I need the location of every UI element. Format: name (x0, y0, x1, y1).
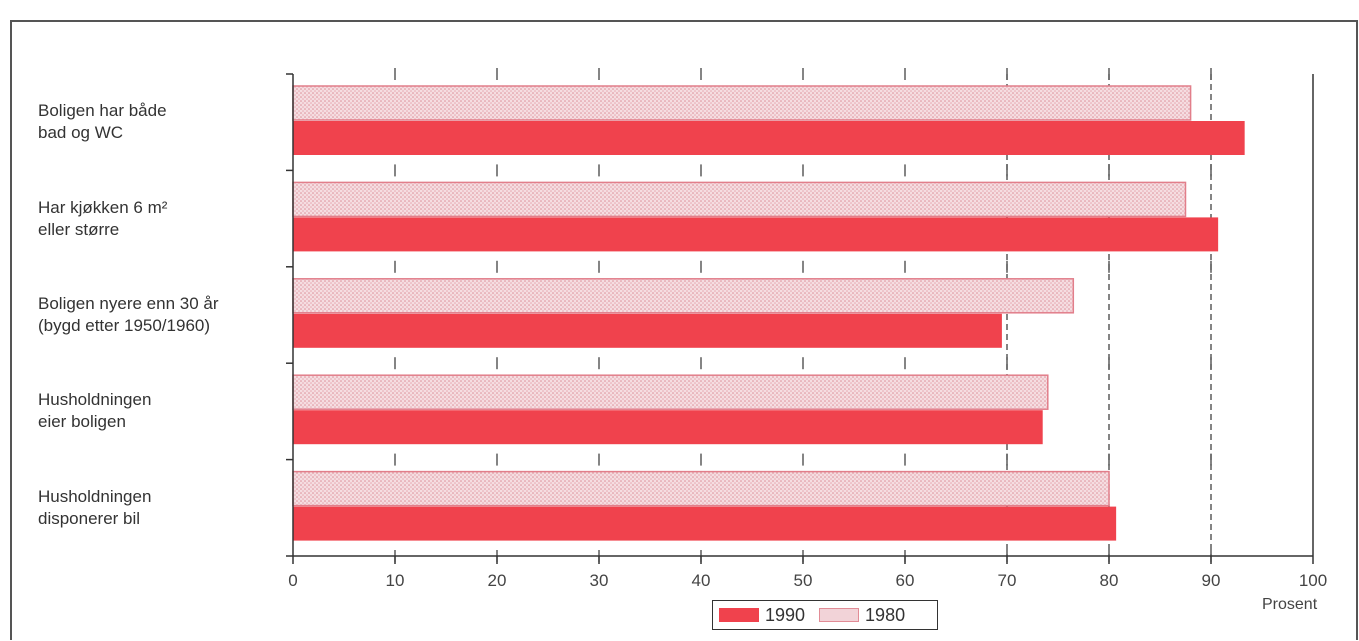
x-tick-label: 40 (692, 571, 711, 590)
x-tick-label: 100 (1299, 571, 1327, 590)
bar-1990 (293, 507, 1116, 541)
x-tick-label: 30 (590, 571, 609, 590)
legend-label-1990: 1990 (765, 605, 805, 626)
x-tick-label: 20 (488, 571, 507, 590)
x-tick-label: 60 (896, 571, 915, 590)
category-label: Husholdningen disponerer bil (38, 486, 151, 530)
bar-1990 (293, 121, 1245, 155)
bar-1990 (293, 314, 1002, 348)
category-label: Husholdningen eier boligen (38, 389, 151, 433)
category-label: Har kjøkken 6 m² eller større (38, 197, 167, 241)
x-tick-label: 50 (794, 571, 813, 590)
bar-1980 (293, 279, 1073, 313)
x-tick-label: 0 (288, 571, 297, 590)
category-label: Boligen har både bad og WC (38, 100, 167, 144)
x-tick-label: 80 (1100, 571, 1119, 590)
x-tick-label: 70 (998, 571, 1017, 590)
bar-1990 (293, 217, 1218, 251)
category-label: Boligen nyere enn 30 år (bygd etter 1950… (38, 293, 219, 337)
legend-swatch-1980 (819, 608, 859, 622)
legend-swatch-1990 (719, 608, 759, 622)
legend-label-1980: 1980 (865, 605, 905, 626)
legend: 1990 1980 (712, 600, 938, 630)
x-tick-label: 10 (386, 571, 405, 590)
bar-1980 (293, 472, 1109, 506)
bar-1980 (293, 86, 1191, 120)
bar-1980 (293, 375, 1048, 409)
x-axis-unit-label: Prosent (1262, 596, 1317, 614)
bar-1990 (293, 410, 1043, 444)
x-tick-label: 90 (1202, 571, 1221, 590)
bar-1980 (293, 182, 1186, 216)
